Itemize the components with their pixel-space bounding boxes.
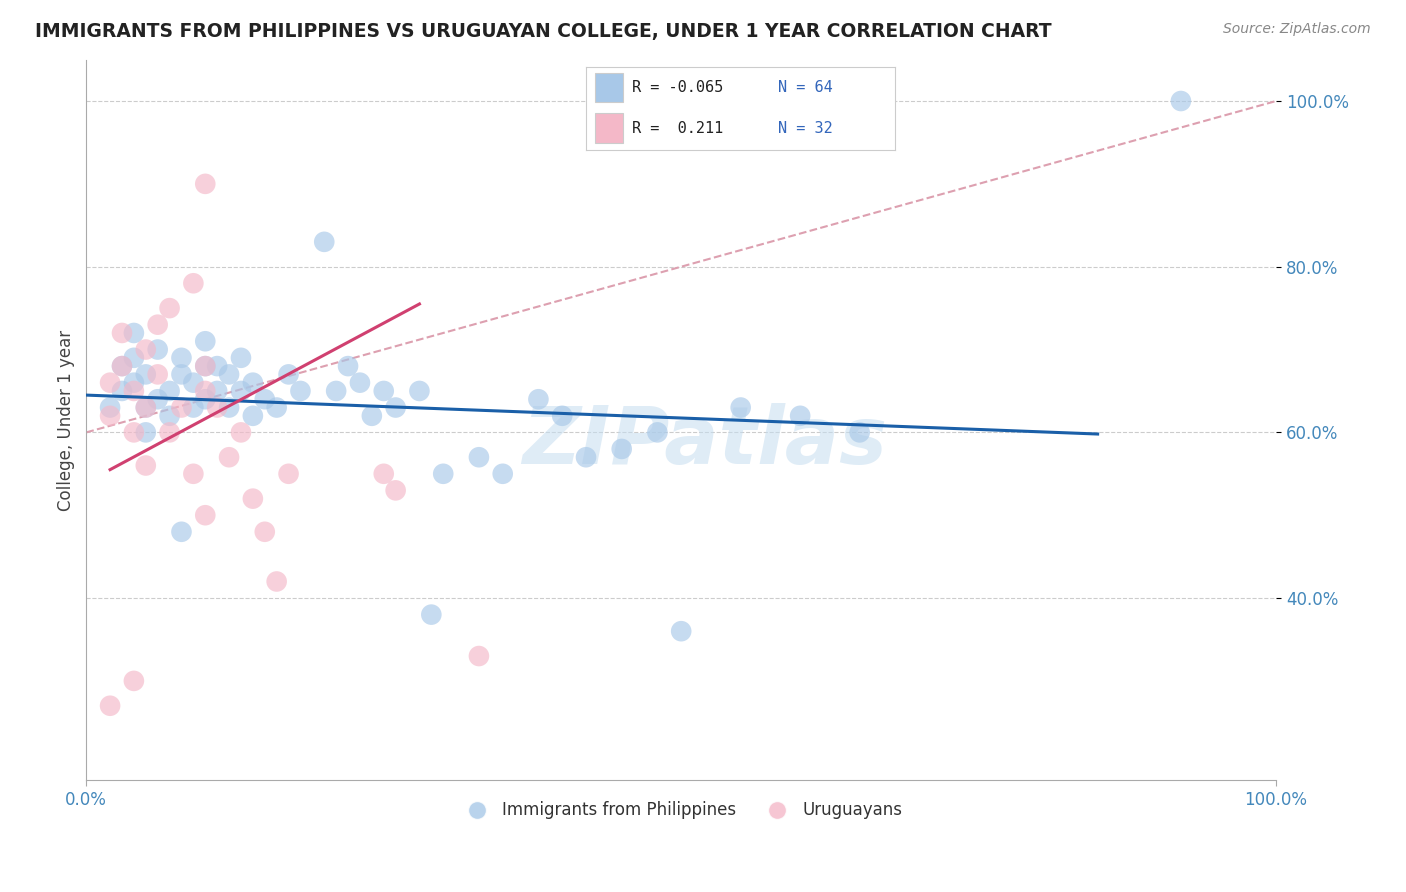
Point: [135, 458, 157, 473]
Point: [111, 359, 134, 373]
Point: [253, 524, 276, 539]
Point: [218, 401, 240, 415]
Point: [314, 235, 336, 249]
Point: [551, 409, 574, 423]
Point: [432, 467, 454, 481]
Point: [290, 384, 312, 398]
Point: [98, 698, 121, 713]
Point: [373, 467, 395, 481]
Point: [194, 334, 217, 349]
Point: [468, 450, 491, 465]
Point: [730, 401, 752, 415]
Point: [194, 384, 217, 398]
Point: [384, 401, 406, 415]
Point: [266, 401, 288, 415]
Point: [229, 425, 252, 440]
Point: [325, 384, 347, 398]
Point: [337, 359, 360, 373]
Point: [266, 574, 288, 589]
Point: [373, 384, 395, 398]
Point: [135, 368, 157, 382]
Point: [170, 368, 193, 382]
Point: [122, 376, 145, 390]
Point: [420, 607, 443, 622]
Point: [170, 401, 193, 415]
Point: [205, 359, 228, 373]
Point: [146, 343, 169, 357]
Point: [205, 401, 228, 415]
Point: [205, 384, 228, 398]
Point: [277, 368, 299, 382]
Point: [349, 376, 371, 390]
Point: [384, 483, 406, 498]
Point: [146, 368, 169, 382]
Point: [135, 401, 157, 415]
Point: [111, 384, 134, 398]
Text: Source: ZipAtlas.com: Source: ZipAtlas.com: [1223, 22, 1371, 37]
Point: [170, 524, 193, 539]
Y-axis label: College, Under 1 year: College, Under 1 year: [58, 329, 75, 510]
Point: [789, 409, 811, 423]
Point: [122, 351, 145, 365]
Point: [159, 384, 181, 398]
Point: [669, 624, 692, 639]
Point: [194, 359, 217, 373]
Point: [122, 326, 145, 340]
Point: [242, 376, 264, 390]
Point: [122, 384, 145, 398]
Point: [183, 401, 205, 415]
Point: [122, 425, 145, 440]
Point: [183, 376, 205, 390]
Point: [1170, 94, 1192, 108]
Point: [575, 450, 598, 465]
Point: [170, 351, 193, 365]
Point: [98, 376, 121, 390]
Point: [146, 392, 169, 407]
Point: [468, 648, 491, 663]
Point: [135, 425, 157, 440]
Point: [194, 392, 217, 407]
Point: [360, 409, 382, 423]
Point: [242, 409, 264, 423]
Point: [229, 384, 252, 398]
Point: [218, 368, 240, 382]
Text: IMMIGRANTS FROM PHILIPPINES VS URUGUAYAN COLLEGE, UNDER 1 YEAR CORRELATION CHART: IMMIGRANTS FROM PHILIPPINES VS URUGUAYAN…: [35, 22, 1052, 41]
Point: [242, 491, 264, 506]
Point: [492, 467, 515, 481]
Point: [135, 343, 157, 357]
Legend: Immigrants from Philippines, Uruguayans: Immigrants from Philippines, Uruguayans: [453, 795, 910, 826]
Point: [183, 277, 205, 291]
Point: [98, 409, 121, 423]
Point: [159, 425, 181, 440]
Point: [122, 673, 145, 688]
Point: [135, 401, 157, 415]
Point: [183, 467, 205, 481]
Point: [111, 359, 134, 373]
Point: [647, 425, 669, 440]
Point: [194, 177, 217, 191]
Point: [527, 392, 550, 407]
Point: [194, 359, 217, 373]
Point: [98, 401, 121, 415]
Point: [610, 442, 633, 456]
Point: [229, 351, 252, 365]
Point: [159, 301, 181, 315]
Point: [218, 450, 240, 465]
Point: [848, 425, 870, 440]
Point: [277, 467, 299, 481]
Point: [253, 392, 276, 407]
Point: [146, 318, 169, 332]
Point: [408, 384, 430, 398]
Text: ZIPatlas: ZIPatlas: [523, 402, 887, 481]
Point: [111, 326, 134, 340]
Point: [194, 508, 217, 523]
Point: [159, 409, 181, 423]
